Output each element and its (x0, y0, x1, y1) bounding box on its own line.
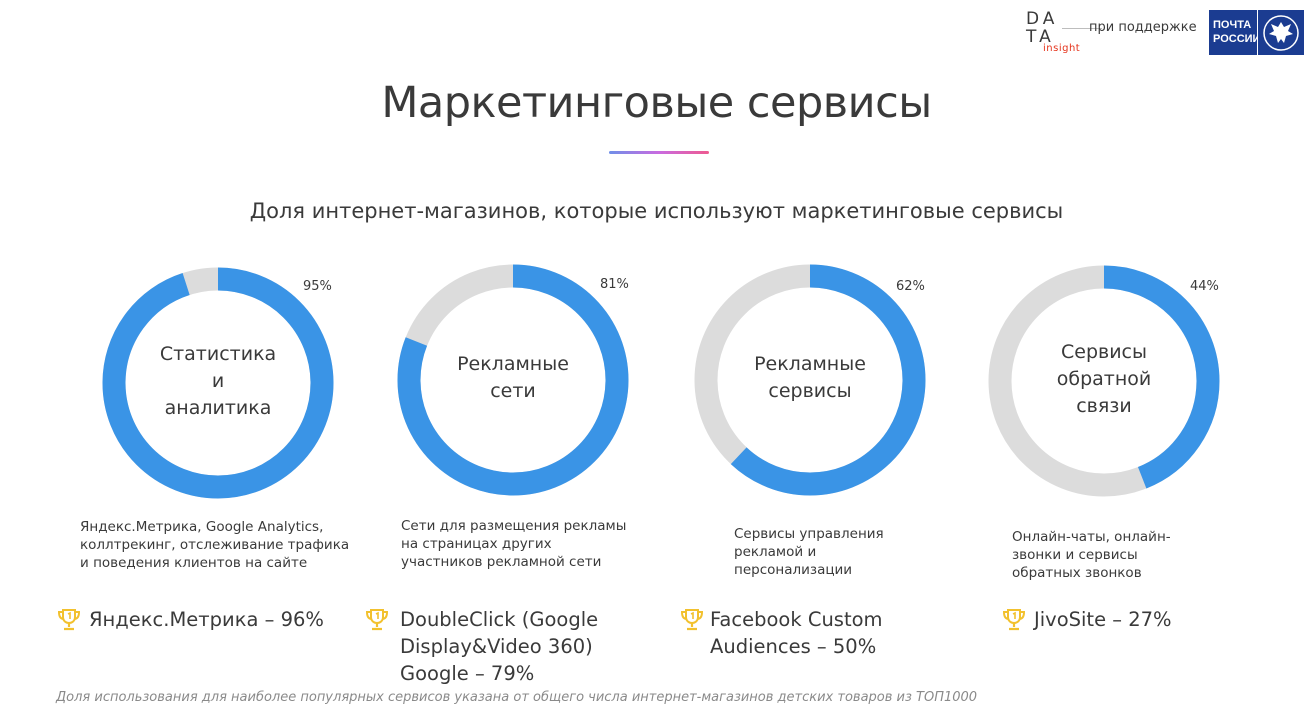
donut-value-arc-2 (397, 264, 629, 496)
trophy-icon (364, 608, 390, 636)
service-description-2: Сети для размещения рекламы на страницах … (401, 517, 671, 571)
title-underline (609, 151, 709, 154)
chart-subtitle: Доля интернет-магазинов, которые использ… (249, 199, 1064, 223)
description-line: коллтрекинг, отслеживание трафика (80, 537, 350, 553)
data-insight-logo: DA TA insight (1024, 8, 1102, 56)
donut-value-arc-3 (694, 264, 926, 496)
donut-label-line: связи (1076, 394, 1132, 417)
logo-line2: TA (1026, 27, 1055, 47)
description-line: Онлайн-чаты, онлайн- (1012, 529, 1171, 545)
partner-line2: РОССИИ (1213, 33, 1261, 45)
description-line: звонки и сервисы (1012, 547, 1138, 563)
logo-rule (1062, 28, 1102, 29)
donut-value-label-4: 44% (1190, 279, 1219, 294)
description-line: рекламой и (734, 544, 817, 560)
pochta-rossii-logo: ПОЧТА РОССИИ (1209, 10, 1261, 55)
top-service-1: Яндекс.Метрика – 96% (89, 606, 324, 633)
description-line: и поведения клиентов на сайте (80, 555, 308, 571)
eagle-emblem-icon (1258, 10, 1304, 55)
service-description-4: Онлайн-чаты, онлайн-звонки и сервисы обра… (1012, 528, 1282, 582)
donut-value-label-1: 95% (303, 279, 332, 294)
donut-label-line: обратной (1056, 367, 1152, 390)
donut-label-line: Рекламные (754, 353, 866, 375)
donut-center-label-3: Рекламные сервисы (725, 351, 895, 405)
top-service-line: Facebook Custom (710, 608, 883, 631)
description-line: обратных звонков (1012, 565, 1142, 581)
top-service-line: JivoSite – 27% (1034, 608, 1172, 631)
donut-label-line: Статистика (159, 342, 277, 365)
partner-line1: ПОЧТА (1213, 19, 1252, 31)
donut-value-arc-1 (102, 267, 334, 499)
description-line: Сервисы управления (734, 526, 884, 542)
service-description-1: Яндекс.Метрика, Google Analytics, коллтре… (80, 518, 350, 572)
support-text: при поддержке (1089, 20, 1197, 35)
trophy-icon (679, 608, 705, 636)
donut-value-label-2: 81% (600, 277, 629, 292)
top-service-line: Яндекс.Метрика – 96% (89, 608, 324, 631)
donut-label-line: Рекламные (457, 353, 569, 375)
donut-label-line: сервисы (768, 380, 852, 402)
top-service-3: Facebook Custom Audiences – 50% (710, 606, 883, 660)
description-line: персонализации (734, 562, 853, 578)
footnote: Доля использования для наиболее популярн… (56, 690, 978, 705)
description-line: участников рекламной сети (401, 554, 602, 570)
description-line: Сети для размещения рекламы (401, 518, 627, 534)
donut-center-label-1: Статистика и аналитика (133, 341, 303, 422)
trophy-icon (56, 608, 82, 636)
donut-label-line: аналитика (164, 396, 272, 419)
top-service-line: Audiences – 50% (710, 635, 877, 658)
donut-label-line: сети (490, 380, 536, 402)
logo-line1: DA (1026, 9, 1059, 29)
donut-label-line: и (211, 369, 225, 392)
trophy-icon (1001, 608, 1027, 636)
donut-label-line: Сервисы (1060, 340, 1147, 363)
logo-insight: insight (1043, 43, 1081, 54)
donut-value-label-3: 62% (896, 279, 925, 294)
top-service-line: Google – 79% (400, 662, 535, 685)
description-line: Яндекс.Метрика, Google Analytics, (80, 519, 324, 535)
description-line: на страницах других (401, 536, 552, 552)
donut-center-label-4: Сервисы обратной связи (1019, 339, 1189, 420)
top-service-4: JivoSite – 27% (1034, 606, 1172, 633)
top-service-line: Display&Video 360) (400, 635, 593, 658)
page-title: Маркетинговые сервисы (381, 78, 932, 128)
donut-value-arc-4 (988, 265, 1220, 497)
top-service-2: DoubleClick (Google Display&Video 360) Goo… (400, 606, 598, 687)
service-description-3: Сервисы управления рекламой и персонализац… (734, 525, 1004, 579)
top-service-line: DoubleClick (Google (400, 608, 599, 631)
donut-center-label-2: Рекламные сети (428, 351, 598, 405)
